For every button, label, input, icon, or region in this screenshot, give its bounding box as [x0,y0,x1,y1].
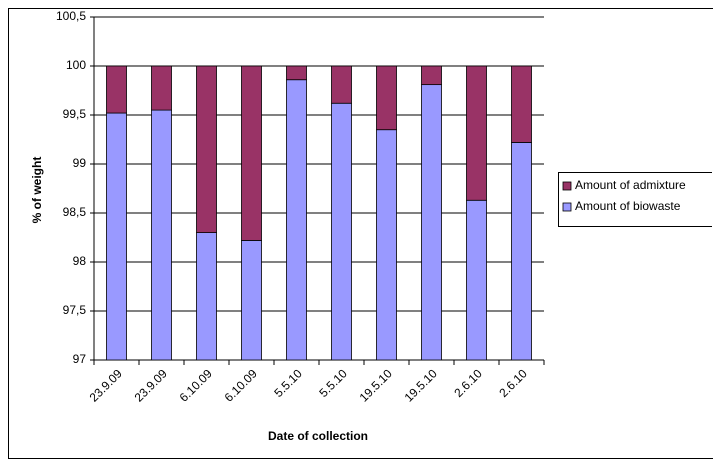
legend-label: Amount of admixture [575,178,686,192]
bar-segment [512,142,532,360]
bar-segment [152,110,172,360]
y-tick-label: 97 [73,352,87,366]
legend-swatch [563,182,571,190]
y-tick-label: 100,5 [56,9,86,23]
bar-segment [242,240,262,360]
y-tick-label: 99,5 [63,107,87,121]
y-tick-label: 100 [66,58,86,72]
bar-segment [377,130,397,360]
bar-segment [332,103,352,360]
legend-label: Amount of biowaste [575,199,681,213]
bar-segment [287,66,307,80]
y-tick-label: 98,5 [63,205,87,219]
bar-segment [242,66,262,240]
bar-segment [377,66,397,130]
bar-segment [422,66,442,85]
bar-segment [422,85,442,360]
bar-segment [197,66,217,233]
x-axis-title: Date of collection [268,429,368,443]
bar-segment [287,80,307,360]
bar-segment [197,233,217,360]
bar-segment [467,200,487,360]
bar-segment [152,66,172,110]
y-tick-label: 98 [73,254,87,268]
y-axis-title: % of weight [30,157,44,224]
legend-swatch [563,203,571,211]
y-tick-label: 99 [73,156,87,170]
bar-segment [107,66,127,113]
bar-segment [332,66,352,103]
legend: Amount of admixture Amount of biowaste [559,173,713,227]
bar-segment [107,113,127,360]
bar-segment [467,66,487,200]
bar-segment [512,66,532,142]
y-tick-label: 97,5 [63,303,87,317]
